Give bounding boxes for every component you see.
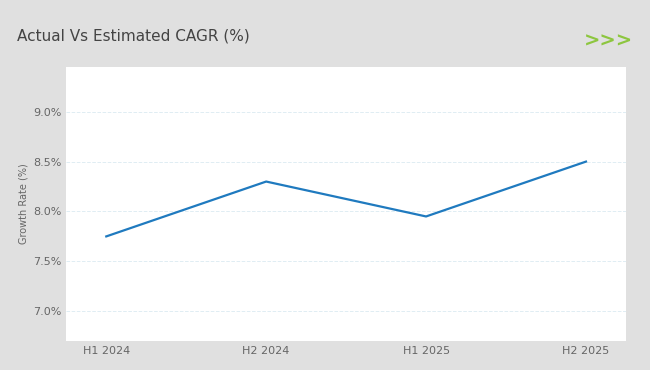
Y-axis label: Growth Rate (%): Growth Rate (%): [19, 164, 29, 244]
Text: Actual Vs Estimated CAGR (%): Actual Vs Estimated CAGR (%): [18, 28, 250, 43]
Text: >>>: >>>: [584, 31, 632, 50]
